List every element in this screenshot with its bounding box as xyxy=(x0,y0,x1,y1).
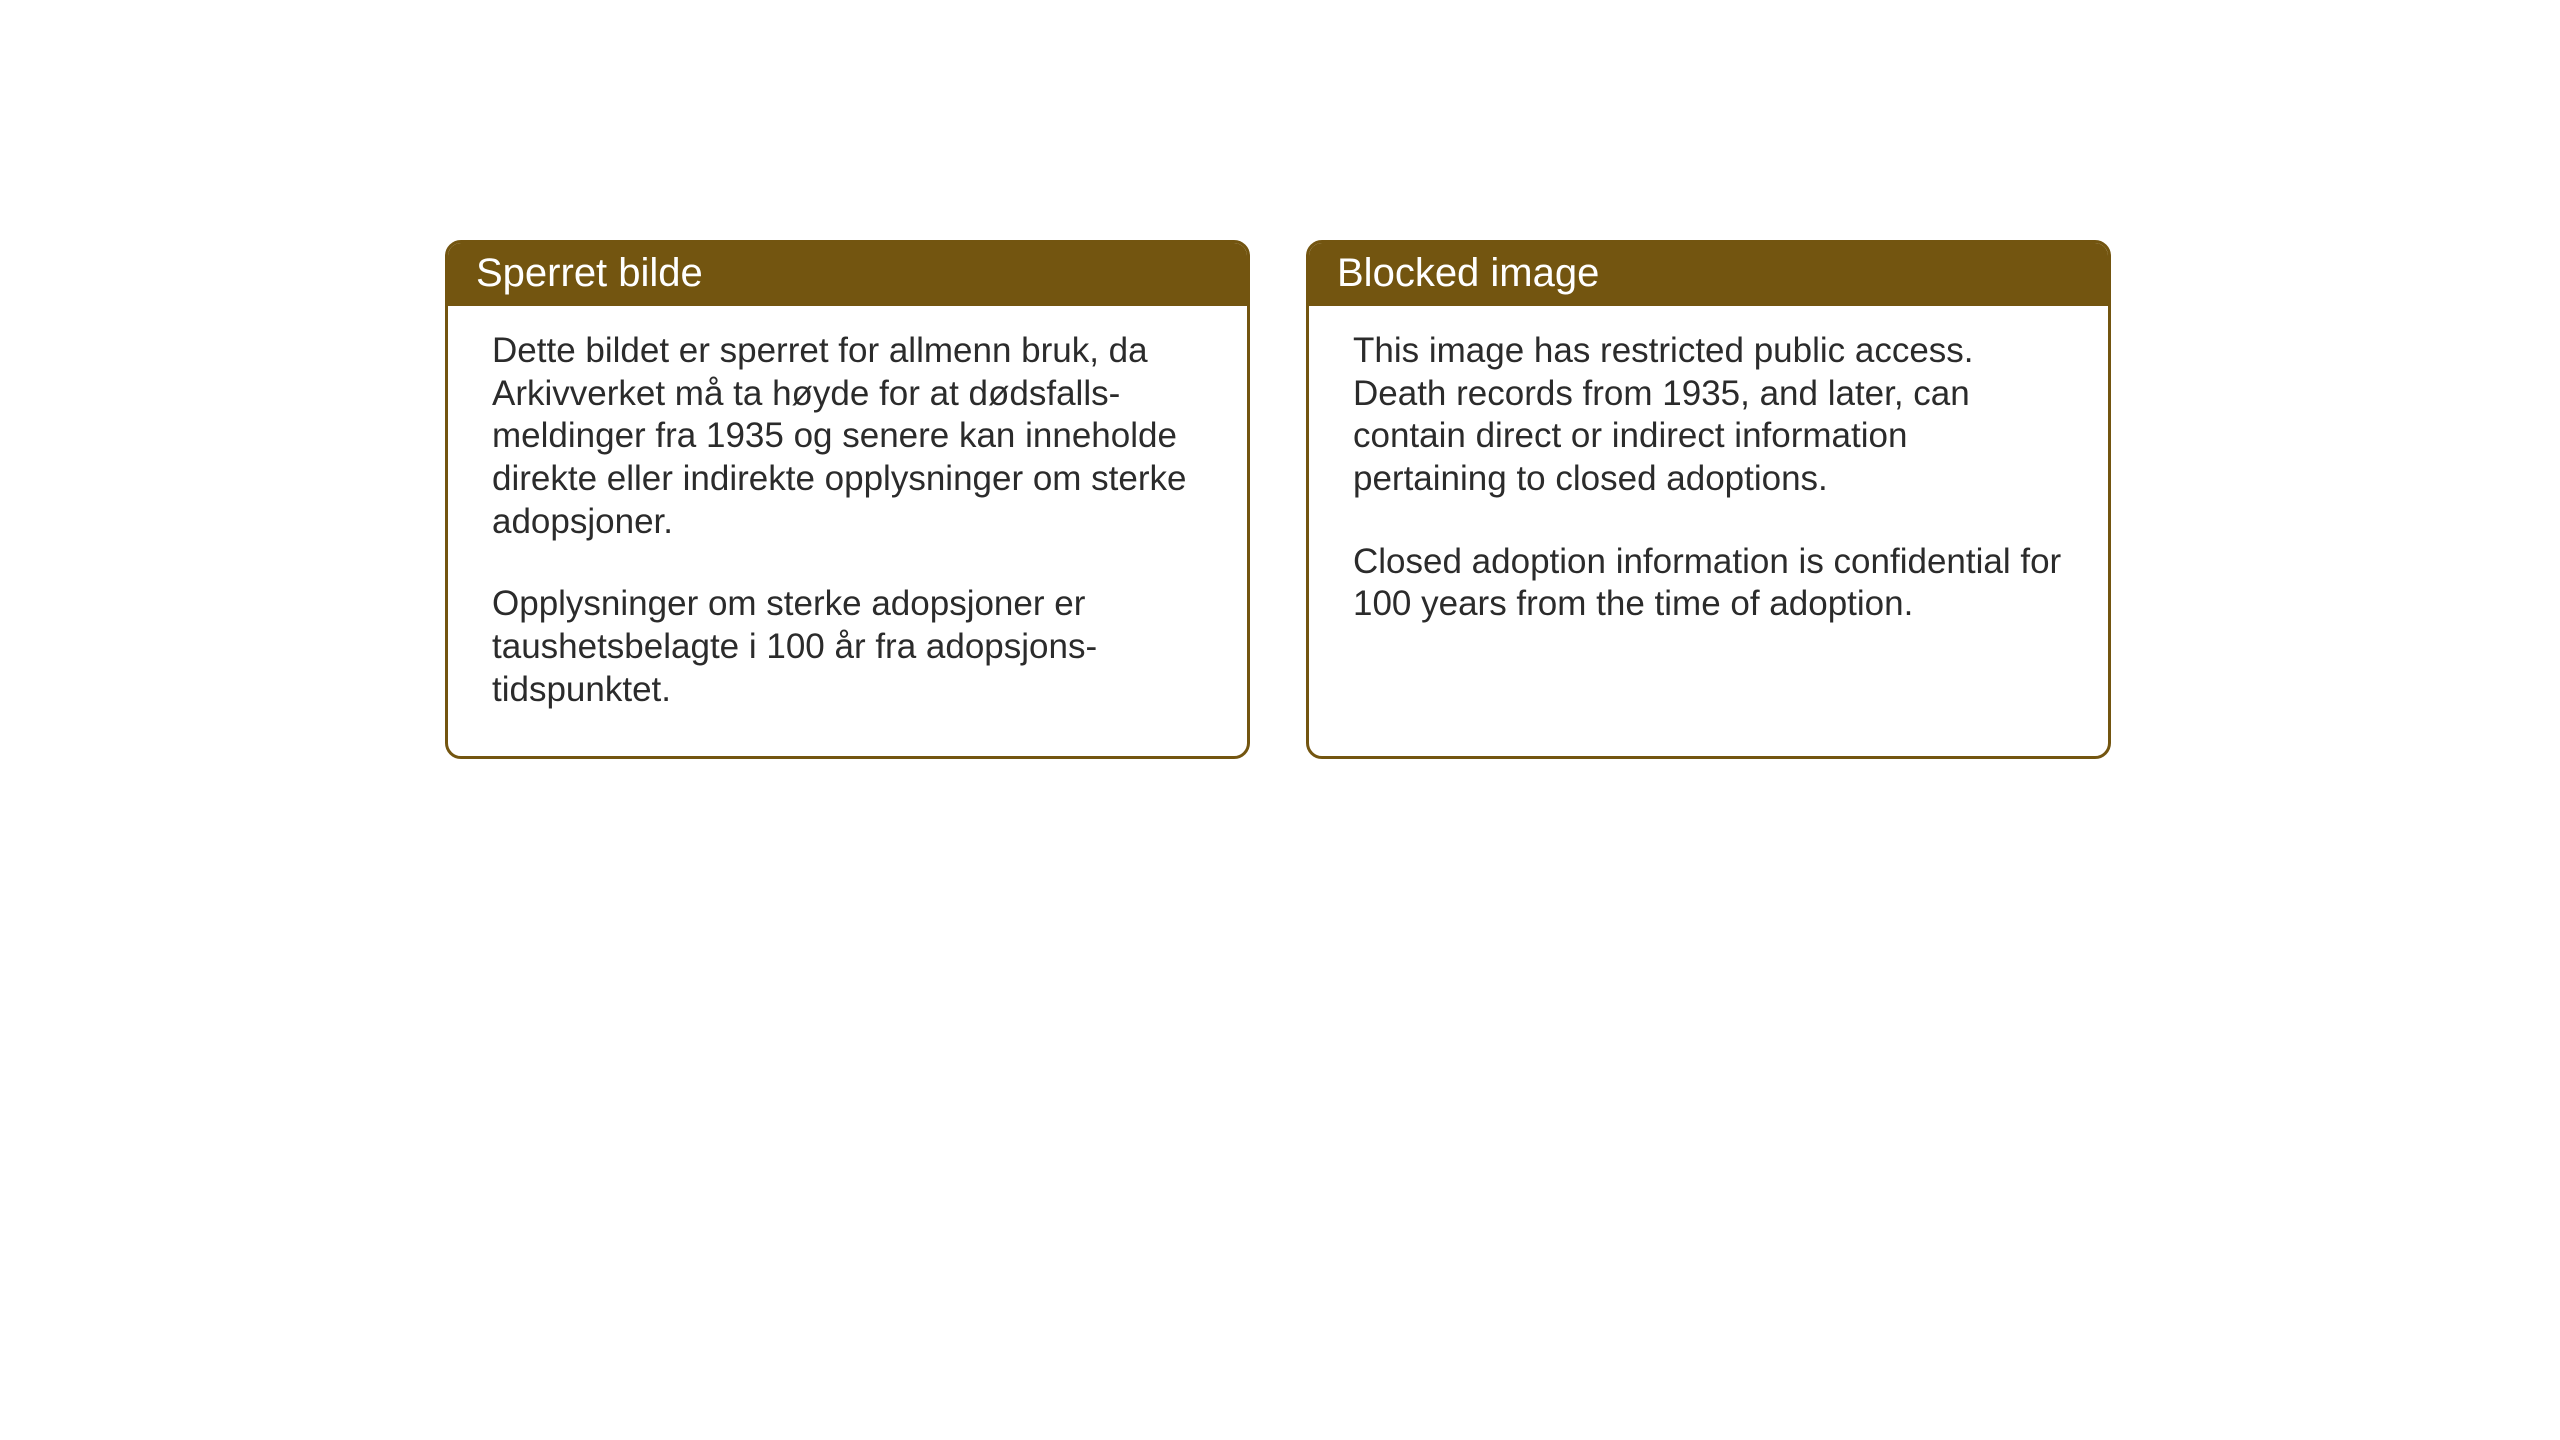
notice-title-norwegian: Sperret bilde xyxy=(476,251,703,295)
notice-body-norwegian: Dette bildet er sperret for allmenn bruk… xyxy=(448,306,1247,756)
notice-container: Sperret bilde Dette bildet er sperret fo… xyxy=(445,240,2111,759)
notice-paragraph-2-english: Closed adoption information is confident… xyxy=(1353,541,2064,626)
notice-card-norwegian: Sperret bilde Dette bildet er sperret fo… xyxy=(445,240,1250,759)
notice-card-english: Blocked image This image has restricted … xyxy=(1306,240,2111,759)
notice-header-norwegian: Sperret bilde xyxy=(448,243,1247,306)
notice-paragraph-1-english: This image has restricted public access.… xyxy=(1353,330,2064,501)
notice-header-english: Blocked image xyxy=(1309,243,2108,306)
notice-body-english: This image has restricted public access.… xyxy=(1309,306,2108,756)
notice-title-english: Blocked image xyxy=(1337,251,1599,295)
notice-paragraph-2-norwegian: Opplysninger om sterke adopsjoner er tau… xyxy=(492,583,1203,711)
notice-paragraph-1-norwegian: Dette bildet er sperret for allmenn bruk… xyxy=(492,330,1203,543)
